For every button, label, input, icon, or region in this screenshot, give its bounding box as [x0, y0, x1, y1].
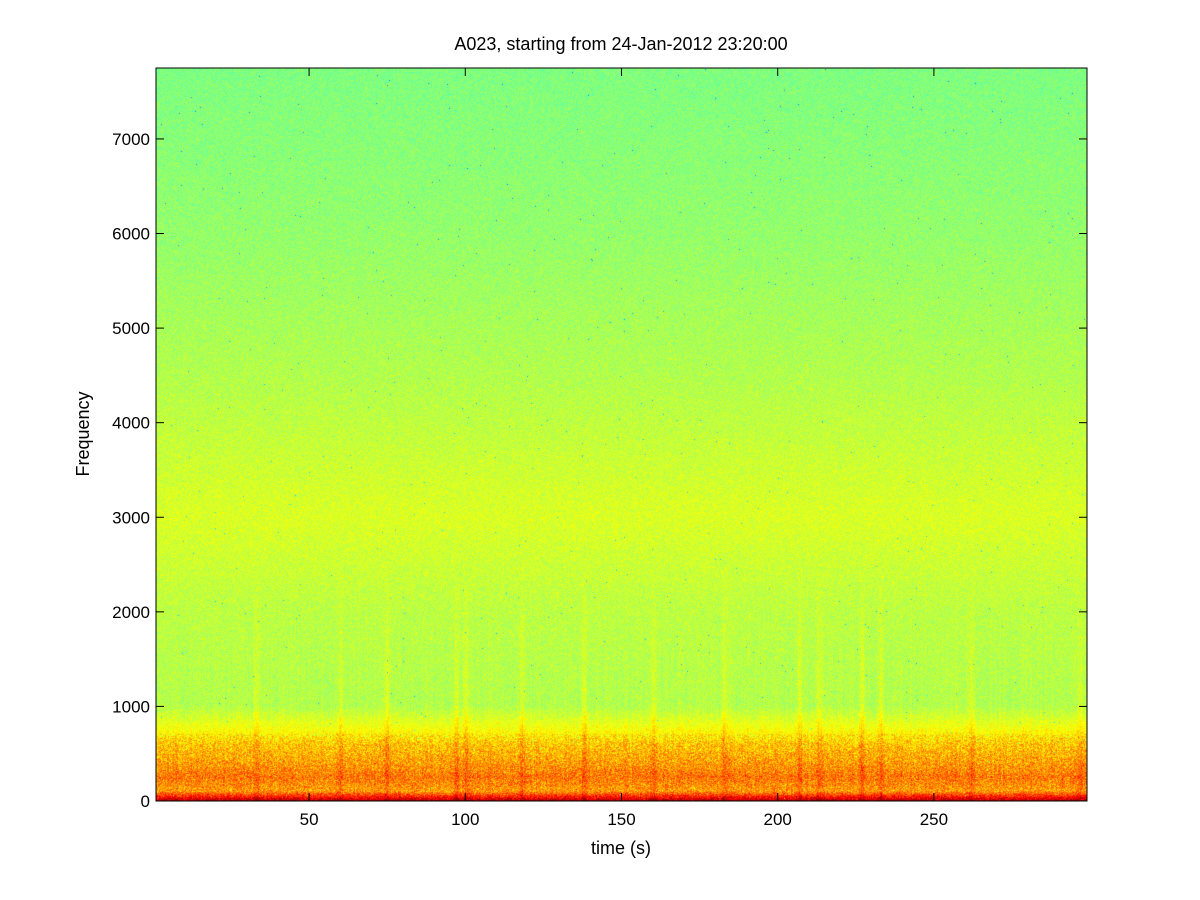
y-tick-label-0: 0: [141, 792, 150, 811]
y-axis-label: Frequency: [73, 391, 93, 476]
y-tick-label-6: 6000: [112, 225, 150, 244]
y-tick-label-4: 4000: [112, 414, 150, 433]
x-axis: 50 100 150 200 250: [300, 68, 948, 829]
plot-area: 50 100 150 200 250 0 1000 2000 3000 4000 5000 6000…: [112, 67, 1088, 829]
y-tick-label-2: 2000: [112, 603, 150, 622]
x-tick-label-1: 100: [451, 810, 479, 829]
x-tick-label-4: 250: [920, 810, 948, 829]
chart-title: A023, starting from 24-Jan-2012 23:20:00: [454, 34, 787, 54]
y-tick-label-5: 5000: [112, 319, 150, 338]
x-axis-label: time (s): [591, 838, 651, 858]
y-tick-label-1: 1000: [112, 697, 150, 716]
y-tick-label-3: 3000: [112, 508, 150, 527]
x-tick-label-0: 50: [300, 810, 319, 829]
x-tick-label-3: 200: [764, 810, 792, 829]
x-tick-label-2: 150: [607, 810, 635, 829]
spectrogram-image: [156, 68, 1087, 801]
y-axis: 0 1000 2000 3000 4000 5000 6000 7000: [112, 130, 1087, 811]
y-tick-label-7: 7000: [112, 130, 150, 149]
